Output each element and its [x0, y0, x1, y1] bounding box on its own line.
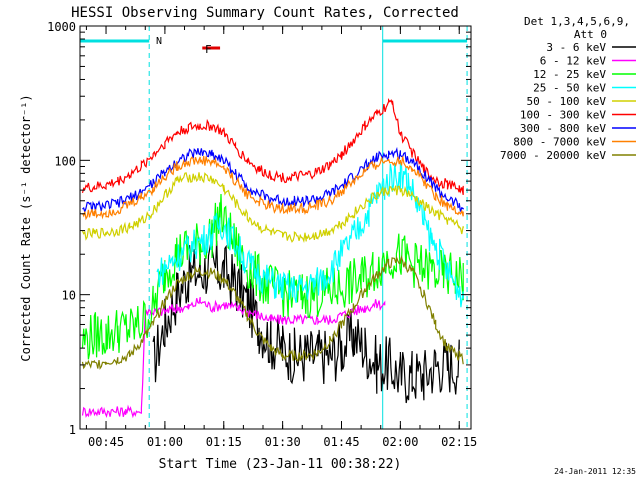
x-tick-label: 02:15 — [441, 435, 477, 449]
legend-label-4: 50 - 100 keV — [527, 95, 607, 108]
legend-label-0: 3 - 6 keV — [546, 41, 606, 54]
legend-label-1: 6 - 12 keV — [540, 55, 607, 68]
series-line-4 — [81, 172, 464, 243]
x-tick-label: 01:45 — [323, 435, 359, 449]
timestamp: 24-Jan-2011 12:35 — [554, 467, 636, 476]
y-tick-label: 10 — [62, 289, 76, 303]
x-tick-label: 02:00 — [382, 435, 418, 449]
series-line-5 — [81, 98, 464, 196]
series-line-6 — [82, 146, 464, 214]
legend-label-5: 100 - 300 keV — [520, 109, 606, 122]
x-tick-label: 01:30 — [265, 435, 301, 449]
legend-label-3: 25 - 50 keV — [533, 82, 606, 95]
y-tick-label: 1 — [69, 423, 76, 437]
series-line-1 — [81, 296, 386, 419]
series-line-7 — [81, 156, 464, 221]
series-layer — [81, 98, 464, 419]
series-line-8 — [81, 255, 464, 370]
y-axis-label: Corrected Count Rate (s⁻¹ detector⁻¹) — [19, 94, 33, 361]
series-line-3 — [156, 161, 464, 308]
x-tick-label: 00:45 — [88, 435, 124, 449]
legend-label-6: 300 - 800 keV — [520, 122, 606, 135]
y-axis: 1 10 100 1000 — [47, 20, 471, 437]
legend-header-2: Att 0 — [574, 28, 607, 41]
x-axis: 00:45 01:00 01:15 01:30 01:45 02:00 02:15 — [85, 26, 477, 449]
series-line-2 — [81, 193, 464, 360]
legend-label-2: 12 - 25 keV — [533, 68, 606, 81]
flare-label: F — [205, 43, 212, 56]
y-tick-label: 1000 — [47, 20, 76, 34]
plot-frame — [79, 25, 472, 430]
x-tick-label: 01:00 — [147, 435, 183, 449]
night-label: N — [156, 36, 162, 47]
legend-header-1: Det 1,3,4,5,6,9, — [524, 15, 630, 28]
chart-title: HESSI Observing Summary Count Rates, Cor… — [71, 5, 459, 21]
y-tick-label: 100 — [54, 154, 76, 168]
x-axis-label: Start Time (23-Jan-11 00:38:22) — [159, 457, 402, 472]
plot-area — [80, 26, 468, 429]
legend-label-7: 800 - 7000 keV — [513, 136, 606, 149]
legend-label-8: 7000 - 20000 keV — [500, 149, 606, 162]
x-tick-label: 01:15 — [206, 435, 242, 449]
flag-layer — [80, 26, 468, 429]
